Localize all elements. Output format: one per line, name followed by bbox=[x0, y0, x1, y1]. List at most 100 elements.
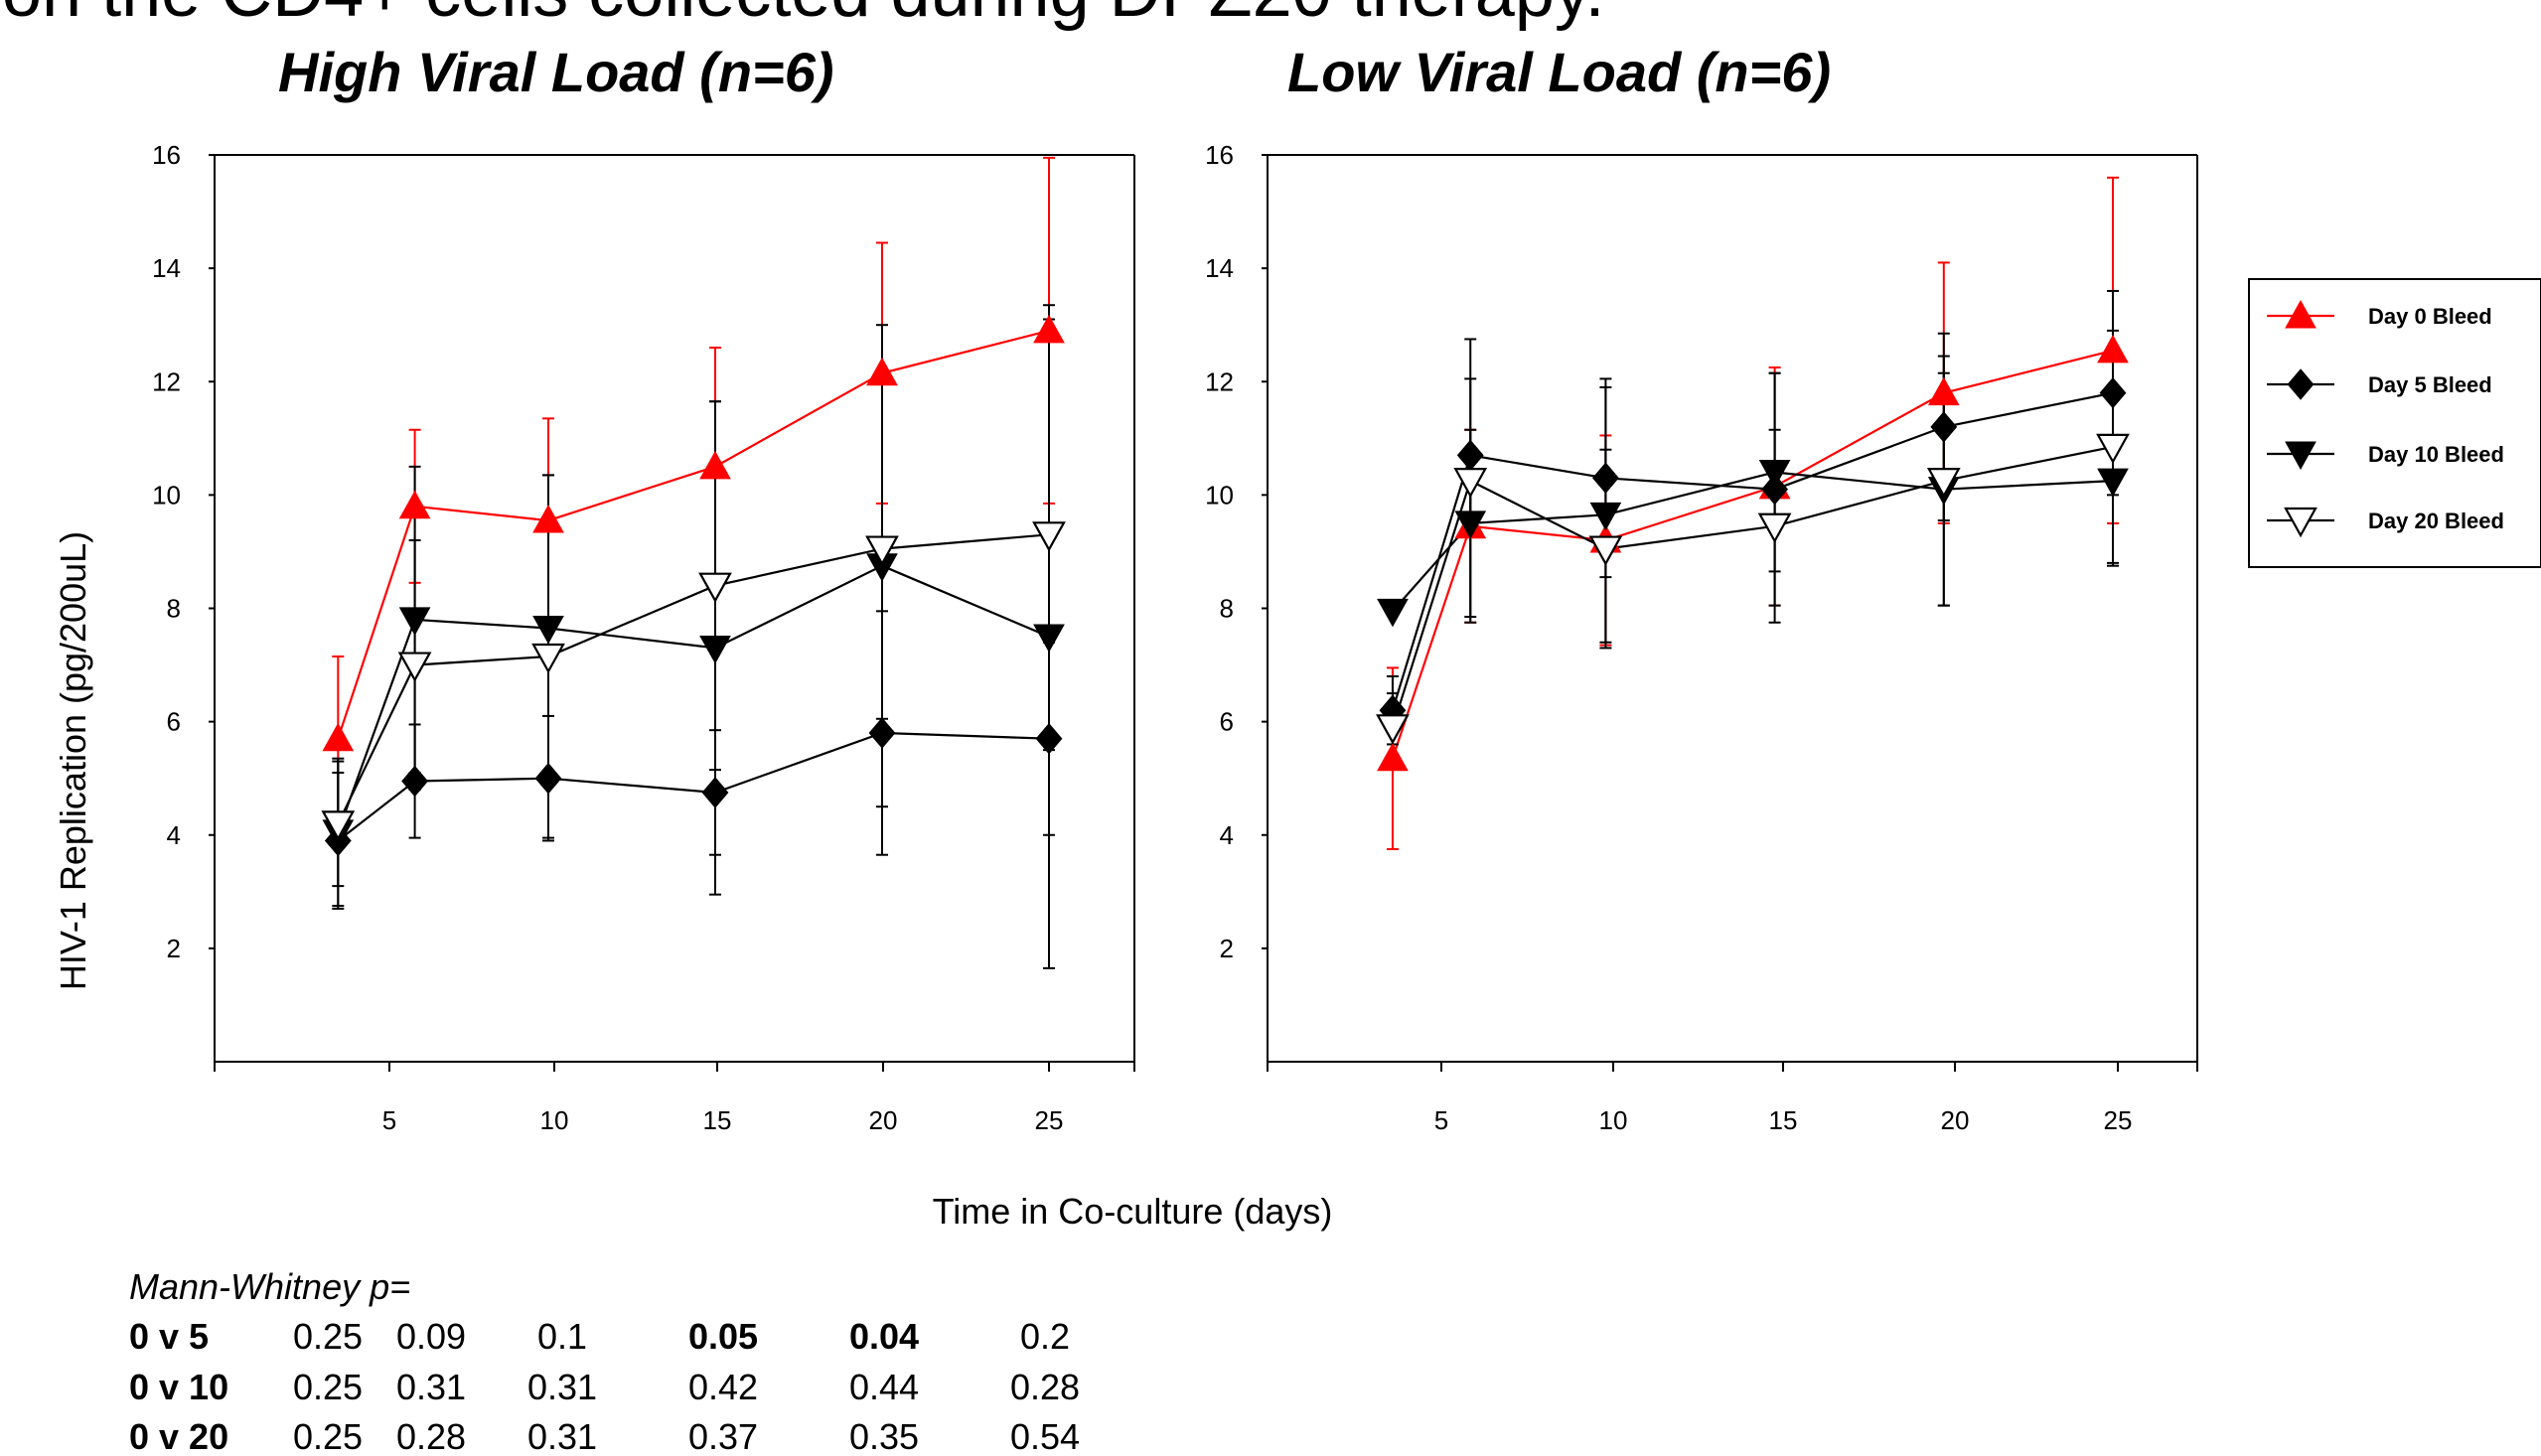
data-point-day-10-bleed bbox=[1454, 510, 1487, 539]
data-point-day-5-bleed bbox=[2099, 376, 2127, 409]
x-tick-label: 15 bbox=[1769, 1105, 1798, 1135]
data-point-day-5-bleed bbox=[1035, 722, 1063, 755]
stats-value: 0.25 bbox=[293, 1367, 363, 1407]
y-tick-label: 10 bbox=[1205, 480, 1234, 510]
stats-value: 0.2 bbox=[1020, 1316, 1070, 1357]
legend-marker-day-20-bleed bbox=[2284, 507, 2317, 538]
x-tick-label: 5 bbox=[382, 1105, 396, 1135]
data-point-day-20-bleed bbox=[321, 810, 356, 841]
data-point-day-10-bleed bbox=[2097, 468, 2129, 498]
data-point-day-0-bleed bbox=[322, 722, 355, 752]
data-point-day-10-bleed bbox=[398, 607, 431, 636]
y-tick-label: 8 bbox=[1220, 594, 1234, 624]
series-line-day-10-bleed bbox=[337, 564, 1050, 833]
stats-value: 0.28 bbox=[1010, 1367, 1080, 1407]
data-point-day-20-bleed bbox=[397, 652, 432, 682]
legend-label: Day 5 Bleed bbox=[2368, 372, 2492, 397]
y-tick-label: 2 bbox=[1220, 934, 1234, 963]
data-point-day-10-bleed bbox=[1758, 460, 1791, 489]
stats-value: 0.31 bbox=[527, 1416, 597, 1456]
y-axis-label: HIV-1 Replication (pg/200uL) bbox=[53, 531, 93, 990]
x-tick-label: 5 bbox=[1434, 1105, 1448, 1135]
data-point-day-20-bleed bbox=[698, 572, 732, 603]
x-tick-label: 25 bbox=[2104, 1105, 2133, 1135]
stats-value: 0.35 bbox=[849, 1416, 919, 1456]
y-tick-label: 12 bbox=[1205, 366, 1234, 396]
x-axis-label: Time in Co-culture (days) bbox=[933, 1191, 1333, 1232]
panel-title-high: High Viral Load (n=6) bbox=[278, 41, 834, 103]
data-point-day-10-bleed bbox=[1033, 624, 1065, 654]
data-point-day-0-bleed bbox=[1033, 314, 1065, 344]
stats-row-label: 0 v 5 bbox=[129, 1316, 209, 1357]
data-point-day-10-bleed bbox=[699, 635, 731, 664]
stats-row-label: 0 v 10 bbox=[129, 1367, 228, 1407]
panel-title-low: Low Viral Load (n=6) bbox=[1287, 41, 1831, 103]
data-point-day-0-bleed bbox=[398, 490, 431, 519]
data-point-day-20-bleed bbox=[1757, 512, 1792, 544]
legend: Day 0 Bleed Day 5 Bleed Day 10 Bleed Day 20… bbox=[2248, 278, 2541, 568]
header-partial: on the CD4+ cells collected during DPZ20… bbox=[2, 0, 1605, 32]
series-line-day-5-bleed bbox=[1391, 391, 2114, 711]
stats-value: 0.42 bbox=[688, 1367, 758, 1407]
legend-marker-day-5-bleed bbox=[2287, 368, 2315, 400]
y-tick-label: 4 bbox=[1220, 820, 1234, 850]
data-point-day-0-bleed bbox=[532, 505, 564, 533]
x-tick-label: 10 bbox=[1599, 1105, 1628, 1135]
chart-low-viral-load: 2 4 6 8 10 12 14 16 5 10 15 20 25 bbox=[1205, 140, 2198, 1135]
data-point-day-20-bleed bbox=[865, 535, 899, 566]
legend-marker-day-10-bleed bbox=[2285, 441, 2317, 471]
stats-value: 0.28 bbox=[396, 1416, 466, 1456]
y-tick-label: 4 bbox=[167, 820, 181, 850]
stats-row-label: 0 v 20 bbox=[129, 1416, 228, 1456]
data-point-day-20-bleed bbox=[1926, 468, 1961, 499]
series-line-day-20-bleed bbox=[1391, 445, 2114, 728]
y-tick-label: 2 bbox=[167, 934, 181, 963]
stats-value: 0.54 bbox=[1010, 1416, 1080, 1456]
data-point-day-0-bleed bbox=[866, 357, 898, 386]
data-point-day-5-bleed bbox=[534, 762, 562, 795]
data-point-day-0-bleed bbox=[699, 450, 731, 480]
data-point-day-0-bleed bbox=[2097, 334, 2129, 364]
data-point-day-20-bleed bbox=[1376, 714, 1410, 745]
data-point-day-20-bleed bbox=[1588, 535, 1623, 566]
data-point-day-5-bleed bbox=[1591, 462, 1619, 495]
y-tick-label: 6 bbox=[167, 707, 181, 737]
data-point-day-5-bleed bbox=[701, 777, 729, 808]
stats-value: 0.25 bbox=[293, 1316, 363, 1357]
x-tick-label: 25 bbox=[1035, 1105, 1064, 1135]
series-line-day-20-bleed bbox=[337, 533, 1050, 824]
y-tick-label: 16 bbox=[152, 140, 181, 170]
data-point-day-20-bleed bbox=[2096, 433, 2130, 465]
stats-value: 0.31 bbox=[396, 1367, 466, 1407]
data-point-day-20-bleed bbox=[1453, 468, 1488, 499]
x-tick-label: 20 bbox=[1941, 1105, 1970, 1135]
stats-value: 0.1 bbox=[537, 1316, 587, 1357]
y-tick-label: 10 bbox=[152, 480, 181, 510]
stats-value: 0.05 bbox=[688, 1316, 758, 1357]
y-tick-label: 16 bbox=[1205, 140, 1234, 170]
y-tick-label: 6 bbox=[1220, 707, 1234, 737]
data-point-day-0-bleed bbox=[1927, 376, 1960, 406]
series-line-day-0-bleed bbox=[337, 329, 1050, 740]
stats-value: 0.31 bbox=[527, 1367, 597, 1407]
series-line-day-0-bleed bbox=[1391, 349, 2114, 760]
series-line-day-5-bleed bbox=[337, 731, 1050, 842]
chart-high-viral-load: 2 4 6 8 10 12 14 16 5 10 15 20 25 bbox=[152, 140, 1135, 1135]
stats-value: 0.37 bbox=[688, 1416, 758, 1456]
data-point-day-10-bleed bbox=[1589, 502, 1622, 531]
stats-title: Mann-Whitney p= bbox=[129, 1266, 410, 1307]
stats-table: Mann-Whitney p= 0 v 5 0.25 0.09 0.1 0.05 0.04… bbox=[129, 1266, 1080, 1456]
data-point-day-20-bleed bbox=[531, 643, 565, 674]
data-point-day-20-bleed bbox=[1032, 521, 1066, 552]
data-point-day-5-bleed bbox=[868, 717, 896, 749]
data-point-day-0-bleed bbox=[1377, 742, 1409, 772]
data-point-day-10-bleed bbox=[532, 615, 564, 645]
legend-label: Day 20 Bleed bbox=[2368, 509, 2504, 533]
stats-value: 0.09 bbox=[396, 1316, 466, 1357]
y-tick-label: 8 bbox=[167, 594, 181, 624]
x-tick-label: 15 bbox=[703, 1105, 732, 1135]
data-point-day-5-bleed bbox=[1930, 411, 1958, 443]
legend-marker-day-0-bleed bbox=[2285, 299, 2317, 329]
data-point-day-5-bleed bbox=[1761, 473, 1789, 506]
